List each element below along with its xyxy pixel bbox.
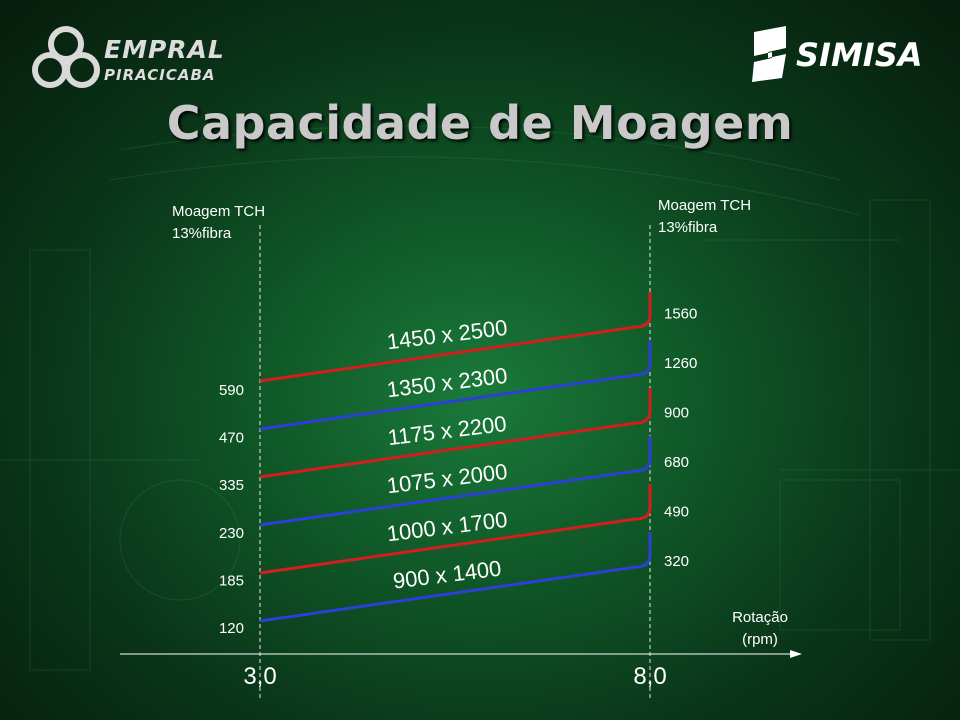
right-value-label: 490 — [664, 504, 689, 521]
left-value-label: 120 — [219, 620, 244, 637]
simisa-logo: SIMISA — [752, 26, 923, 82]
x-axis-label-line2: (rpm) — [742, 631, 778, 648]
right-value-label: 1560 — [664, 306, 697, 323]
left-value-label: 590 — [219, 382, 244, 399]
x-axis-arrow-icon — [790, 650, 802, 658]
left-value-label: 335 — [219, 477, 244, 494]
right-value-label: 1260 — [664, 355, 697, 372]
simisa-s-icon — [752, 26, 786, 82]
page-title: Capacidade de Moagem — [166, 96, 794, 150]
series-line — [259, 292, 652, 383]
left-axis-label-line1: Moagem TCH — [172, 203, 265, 220]
empral-logo-line1: EMPRAL — [104, 35, 225, 64]
series-line — [259, 340, 652, 431]
series-line — [259, 484, 652, 575]
left-axis-label-line2: 13%fibra — [172, 225, 232, 242]
series-line — [259, 532, 652, 623]
simisa-logo-text: SIMISA — [796, 36, 923, 74]
right-axis-label-line2: 13%fibra — [658, 219, 718, 236]
left-value-label: 230 — [219, 525, 244, 542]
right-axis-label-line1: Moagem TCH — [658, 197, 751, 214]
right-value-label: 680 — [664, 454, 689, 471]
right-value-label: 320 — [664, 553, 689, 570]
x-tick-label: 8,0 — [633, 663, 666, 690]
series-line — [259, 436, 652, 527]
empral-logo: EMPRAL PIRACICABA — [32, 26, 225, 88]
left-value-label: 185 — [219, 572, 244, 589]
empral-logo-line2: PIRACICABA — [104, 66, 216, 84]
x-axis-label-line1: Rotação — [732, 609, 788, 626]
three-rings-icon — [32, 26, 100, 88]
right-value-label: 900 — [664, 405, 689, 422]
left-value-label: 470 — [219, 430, 244, 447]
series-line — [259, 388, 652, 479]
x-tick-label: 3,0 — [243, 663, 276, 690]
